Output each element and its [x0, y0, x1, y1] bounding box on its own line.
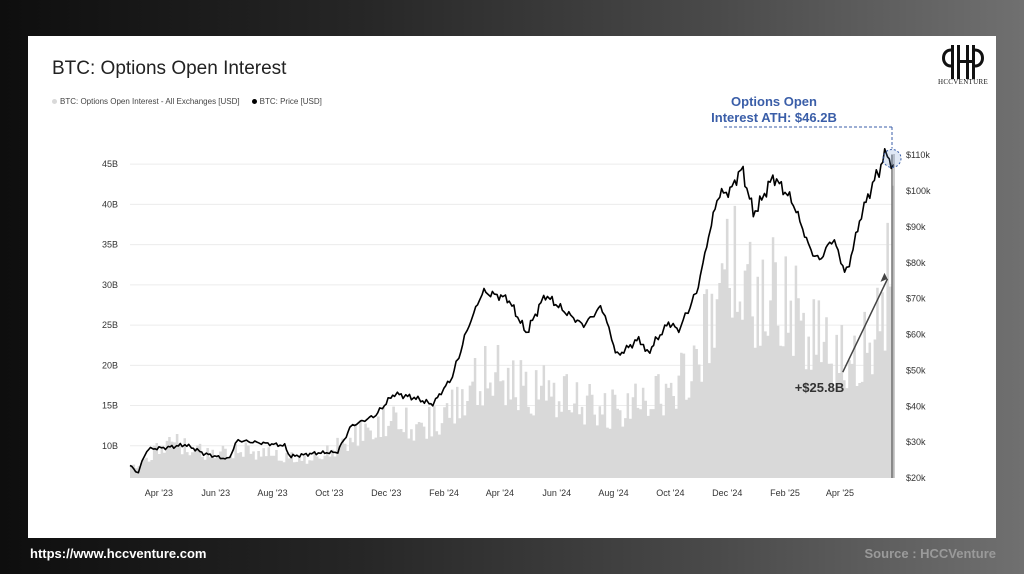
y-right-tick-label: $60k — [906, 330, 926, 340]
x-tick-label: Apr '25 — [826, 488, 854, 498]
y-left-tick-label: 20B — [102, 360, 118, 370]
logo-wordmark: HCCVENTURE — [937, 78, 989, 86]
y-left-tick-label: 45B — [102, 159, 118, 169]
x-tick-label: Jun '23 — [201, 488, 230, 498]
ath-highlight-circle — [882, 148, 902, 168]
legend-swatch-open-interest — [52, 99, 57, 104]
hcc-logo-icon — [942, 45, 984, 79]
open-interest-area — [130, 185, 894, 478]
growth-arrow-head — [880, 272, 888, 282]
y-left-tick-label: 10B — [102, 441, 118, 451]
x-tick-label: Dec '23 — [371, 488, 401, 498]
chart-title: BTC: Options Open Interest — [52, 58, 287, 79]
y-right-tick-label: $90k — [906, 222, 926, 232]
x-tick-label: Aug '24 — [598, 488, 628, 498]
y-right-tick-label: $70k — [906, 294, 926, 304]
chart-card: BTC: Options Open Interest BTC: Options … — [28, 36, 996, 538]
legend-item-open-interest: BTC: Options Open Interest - All Exchang… — [52, 97, 240, 106]
footer-source: Source : HCCVenture — [864, 546, 996, 561]
y-right-tick-label: $40k — [906, 401, 926, 411]
ath-annotation-line2: Interest ATH: $46.2B — [711, 110, 837, 125]
y-left-tick-label: 40B — [102, 199, 118, 209]
footer-website-link[interactable]: https://www.hccventure.com — [30, 546, 207, 561]
legend-item-price: BTC: Price [USD] — [251, 97, 322, 106]
growth-arrow-shaft — [842, 278, 889, 373]
y-left-tick-label: 15B — [102, 401, 118, 411]
y-right-tick-label: $100k — [906, 186, 931, 196]
x-tick-label: Dec '24 — [712, 488, 742, 498]
chart-plot: 10B 15B 20B 25B 30B 35B 40B 45B $20k $30k $40k $50k… — [102, 94, 931, 498]
legend-label-open-interest: BTC: Options Open Interest - All Exchang… — [60, 97, 240, 106]
y-right-tick-label: $50k — [906, 365, 926, 375]
y-right-tick-label: $80k — [906, 258, 926, 268]
x-tick-label: Jun '24 — [542, 488, 571, 498]
btc-price-line — [129, 148, 895, 474]
x-tick-label: Apr '23 — [145, 488, 173, 498]
ath-annotation-line1: Options Open — [731, 94, 817, 109]
x-tick-label: Apr '24 — [486, 488, 514, 498]
x-tick-label: Oct '23 — [315, 488, 343, 498]
y-left-tick-label: 30B — [102, 280, 118, 290]
y-right-tick-label: $30k — [906, 437, 926, 447]
y-left-tick-label: 35B — [102, 240, 118, 250]
y-right-tick-label: $20k — [906, 473, 926, 483]
legend: BTC: Options Open Interest - All Exchang… — [52, 97, 322, 106]
y-left-tick-label: 25B — [102, 320, 118, 330]
x-tick-label: Oct '24 — [656, 488, 684, 498]
x-tick-label: Aug '23 — [257, 488, 287, 498]
x-tick-label: Feb '25 — [770, 488, 800, 498]
legend-label-price: BTC: Price [USD] — [259, 97, 322, 106]
x-tick-label: Feb '24 — [429, 488, 459, 498]
y-right-tick-label: $110k — [906, 150, 930, 160]
legend-swatch-price — [251, 99, 257, 104]
growth-annotation: +$25.8B — [795, 380, 845, 395]
